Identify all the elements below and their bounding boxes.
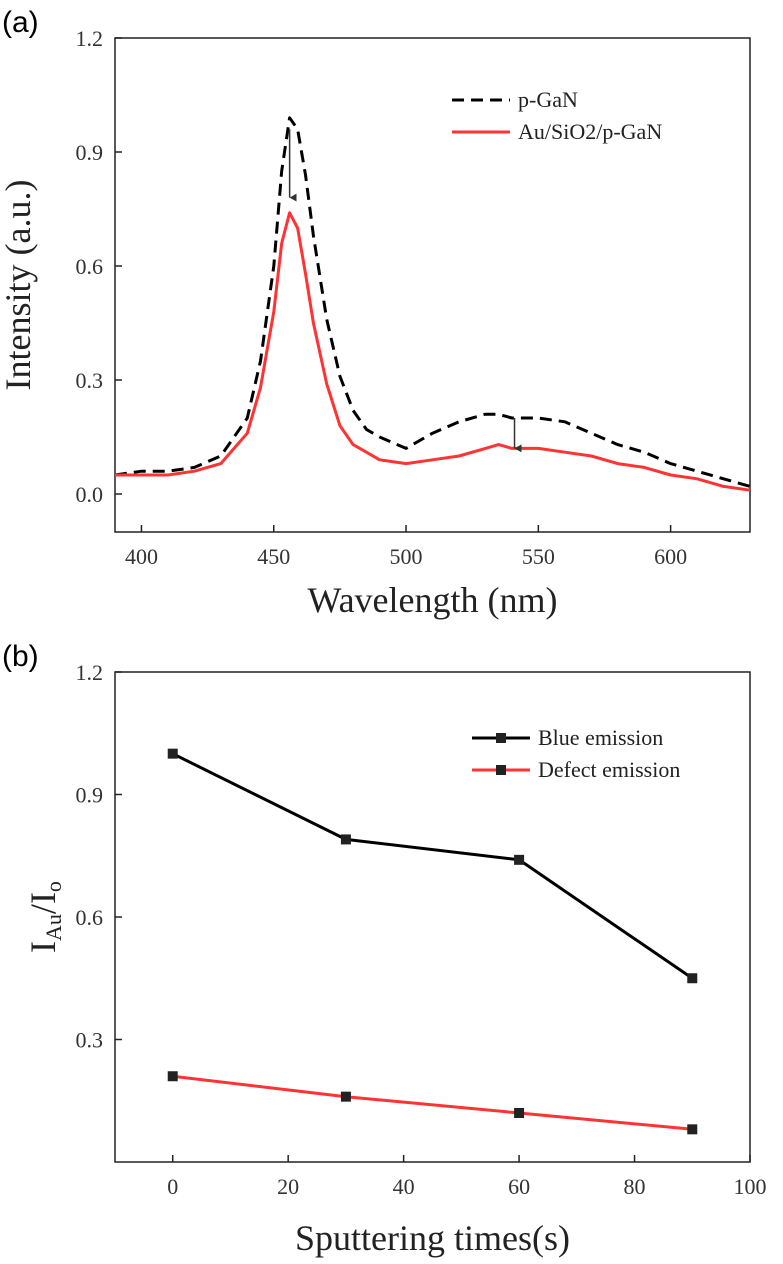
x-tick-label: 20 <box>277 1174 299 1199</box>
y-tick-label: 0.6 <box>76 905 104 930</box>
data-point <box>340 834 351 845</box>
panel-label: (b) <box>2 640 39 673</box>
y-tick-label: 0.3 <box>76 368 104 393</box>
series-line-2 <box>115 211 751 492</box>
legend-label: Blue emission <box>538 725 663 750</box>
data-point <box>514 854 525 865</box>
x-axis-title: Wavelength (nm) <box>307 580 557 620</box>
legend-label: p-GaN <box>518 87 578 112</box>
y-axis-title-sub: o <box>41 881 66 892</box>
series-line-1 <box>172 752 694 980</box>
x-axis-title: Sputtering times(s) <box>295 1218 570 1258</box>
y-tick-label: 0.6 <box>76 254 104 279</box>
series-line-1 <box>114 116 751 488</box>
y-axis-title-part: /I <box>23 892 63 914</box>
x-tick-label: 0 <box>167 1174 178 1199</box>
y-tick-label: 0.9 <box>76 140 104 165</box>
x-tick-label: 400 <box>125 544 158 569</box>
plot-frame <box>114 37 751 533</box>
x-tick-label: 80 <box>624 1174 646 1199</box>
panel-b: (b) 0 20 40 60 80 100 0.3 0.6 0.9 1.2 Sputtering ti… <box>2 640 767 1258</box>
y-tick-label: 1.2 <box>76 26 104 51</box>
legend-marker <box>496 765 506 775</box>
x-tick-label: 100 <box>734 1174 767 1199</box>
y-axis-title: IAu/Io <box>23 881 66 953</box>
legend-label: Au/SiO2/p-GaN <box>518 119 662 144</box>
panel-a: (a) 400 450 500 550 600 0.0 0.3 0.6 0.9 1.2 Wavelen… <box>0 6 751 620</box>
data-point <box>167 748 178 759</box>
series-line-2 <box>172 1074 693 1131</box>
x-tick-label: 600 <box>654 544 687 569</box>
y-tick-label: 0.0 <box>76 482 104 507</box>
y-axis-title: Intensity (a.u.) <box>0 180 38 391</box>
data-point <box>687 973 698 984</box>
data-point <box>167 1071 178 1082</box>
x-tick-label: 500 <box>390 544 423 569</box>
x-tick-label: 60 <box>508 1174 530 1199</box>
x-tick-label: 550 <box>522 544 555 569</box>
data-point <box>687 1124 698 1135</box>
x-tick-label: 40 <box>393 1174 415 1199</box>
legend-label: Defect emission <box>538 757 680 782</box>
y-axis-title-sub: Au <box>41 914 66 941</box>
y-tick-label: 1.2 <box>76 660 104 685</box>
y-tick-label: 0.3 <box>76 1028 104 1053</box>
panel-label: (a) <box>2 6 39 39</box>
y-tick-label: 0.9 <box>76 783 104 808</box>
x-tick-label: 450 <box>257 544 290 569</box>
legend-marker <box>496 733 506 743</box>
data-point <box>514 1108 525 1118</box>
data-point <box>340 1091 351 1102</box>
y-axis-title-part: I <box>23 941 63 953</box>
